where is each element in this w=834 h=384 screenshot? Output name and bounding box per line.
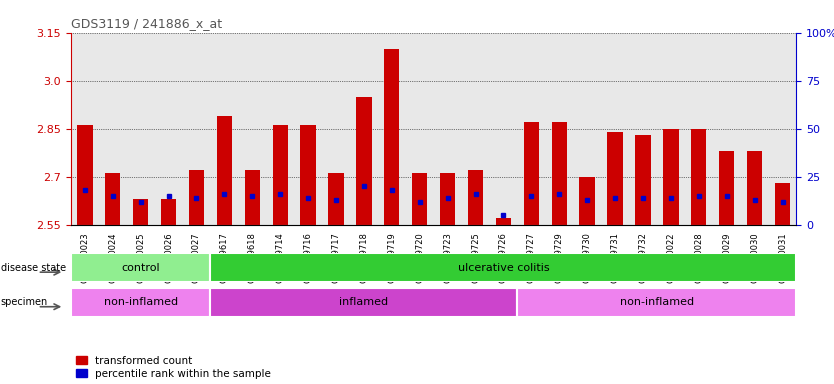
Bar	[607, 132, 623, 225]
Text: non-inflamed: non-inflamed	[620, 297, 694, 308]
Text: control: control	[121, 263, 160, 273]
Bar	[71, 288, 210, 317]
Bar	[468, 170, 483, 225]
Text: non-inflamed: non-inflamed	[103, 297, 178, 308]
Bar	[384, 49, 399, 225]
Text: inflamed: inflamed	[339, 297, 389, 308]
Text: ulcerative colitis: ulcerative colitis	[458, 263, 550, 273]
Bar	[691, 129, 706, 225]
Text: specimen: specimen	[1, 297, 48, 308]
Bar	[300, 126, 316, 225]
Bar	[71, 253, 210, 282]
Bar	[78, 126, 93, 225]
Legend: transformed count, percentile rank within the sample: transformed count, percentile rank withi…	[76, 356, 271, 379]
Bar	[636, 135, 651, 225]
Bar	[356, 97, 372, 225]
Text: GDS3119 / 241886_x_at: GDS3119 / 241886_x_at	[71, 17, 222, 30]
Bar	[440, 174, 455, 225]
Bar	[551, 122, 567, 225]
Bar	[719, 151, 735, 225]
Bar	[273, 126, 288, 225]
Bar	[663, 129, 679, 225]
Bar	[495, 218, 511, 225]
Bar	[524, 122, 539, 225]
Bar	[210, 253, 796, 282]
Bar	[517, 288, 796, 317]
Text: disease state: disease state	[1, 263, 66, 273]
Bar	[188, 170, 204, 225]
Bar	[775, 183, 790, 225]
Bar	[580, 177, 595, 225]
Bar	[105, 174, 120, 225]
Bar	[217, 116, 232, 225]
Bar	[133, 199, 148, 225]
Bar	[747, 151, 762, 225]
Bar	[161, 199, 176, 225]
Bar	[244, 170, 260, 225]
Bar	[412, 174, 427, 225]
Bar	[329, 174, 344, 225]
Bar	[210, 288, 517, 317]
